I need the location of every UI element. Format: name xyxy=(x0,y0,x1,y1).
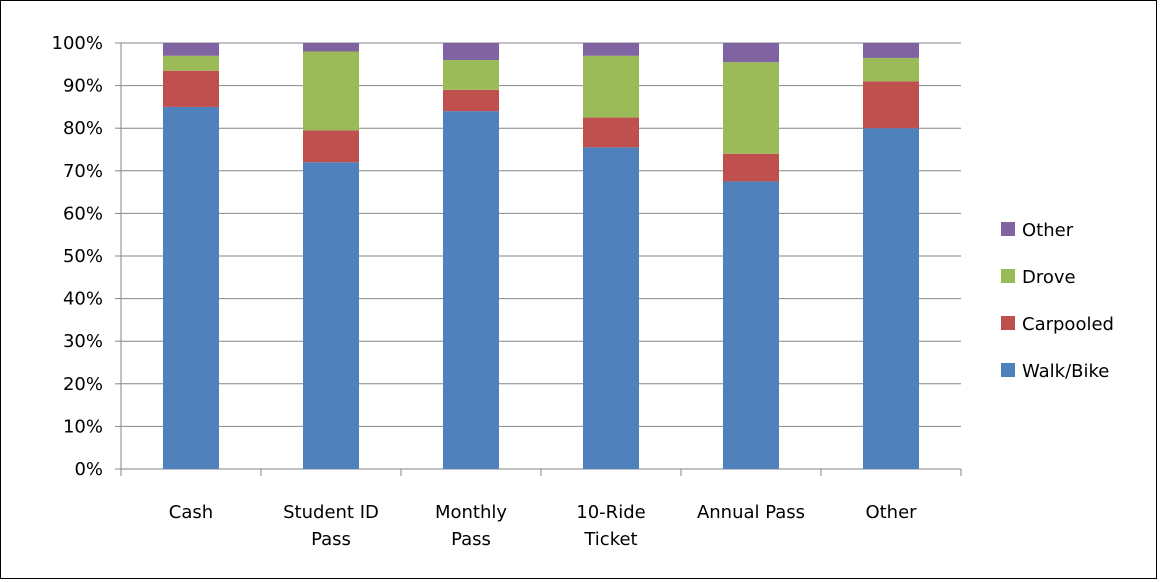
y-tick-label: 10% xyxy=(63,416,103,437)
bar-segment-drove xyxy=(583,55,639,118)
bar-segment-carpooled xyxy=(723,153,779,182)
x-tick-label: Other xyxy=(865,502,917,523)
bar-segment-walk-bike xyxy=(863,128,919,469)
x-tick-label: 10-Ride xyxy=(576,502,645,523)
y-tick-label: 50% xyxy=(63,246,103,267)
bar-segment-walk-bike xyxy=(723,181,779,469)
bar-segment-carpooled xyxy=(863,81,919,129)
y-tick-label: 40% xyxy=(63,289,103,310)
y-tick-label: 90% xyxy=(63,76,103,97)
x-tick-label: Student ID xyxy=(283,502,379,523)
bar-segment-other xyxy=(303,43,359,52)
bar-segment-drove xyxy=(863,57,919,82)
bar-segment-other xyxy=(723,43,779,63)
y-tick-label: 70% xyxy=(63,161,103,182)
bar-segment-walk-bike xyxy=(583,147,639,469)
bar-segment-drove xyxy=(303,51,359,131)
y-tick-label: 20% xyxy=(63,374,103,395)
legend-swatch xyxy=(1001,222,1015,236)
y-tick-label: 60% xyxy=(63,203,103,224)
bar-segment-drove xyxy=(163,55,219,71)
bar-segment-walk-bike xyxy=(303,162,359,469)
y-tick-label: 100% xyxy=(52,33,103,54)
bar-segment-drove xyxy=(443,60,499,90)
x-tick-label: Pass xyxy=(451,529,491,550)
bar-segment-walk-bike xyxy=(163,106,219,470)
bar-segment-drove xyxy=(723,62,779,154)
bar-segment-carpooled xyxy=(583,117,639,148)
bar-segment-other xyxy=(443,43,499,61)
legend-label: Other xyxy=(1022,220,1074,241)
y-tick-label: 30% xyxy=(63,331,103,352)
bar-segment-other xyxy=(863,43,919,58)
y-tick-label: 0% xyxy=(74,459,103,480)
bar-segment-carpooled xyxy=(163,70,219,107)
x-tick-label: Monthly xyxy=(435,502,507,523)
bar-segment-other xyxy=(583,43,639,56)
legend-label: Drove xyxy=(1022,267,1076,288)
legend-label: Walk/Bike xyxy=(1022,361,1109,382)
x-tick-label: Ticket xyxy=(583,529,637,550)
legend-label: Carpooled xyxy=(1022,314,1114,335)
legend-swatch xyxy=(1001,363,1015,377)
bar-segment-carpooled xyxy=(303,130,359,163)
x-tick-label: Cash xyxy=(169,502,213,523)
legend-swatch xyxy=(1001,316,1015,330)
legend-swatch xyxy=(1001,269,1015,283)
bar-segment-walk-bike xyxy=(443,111,499,469)
bar-segment-carpooled xyxy=(443,89,499,112)
bar-segment-other xyxy=(163,43,219,56)
x-tick-label: Annual Pass xyxy=(697,502,805,523)
x-tick-label: Pass xyxy=(311,529,351,550)
y-tick-label: 80% xyxy=(63,118,103,139)
